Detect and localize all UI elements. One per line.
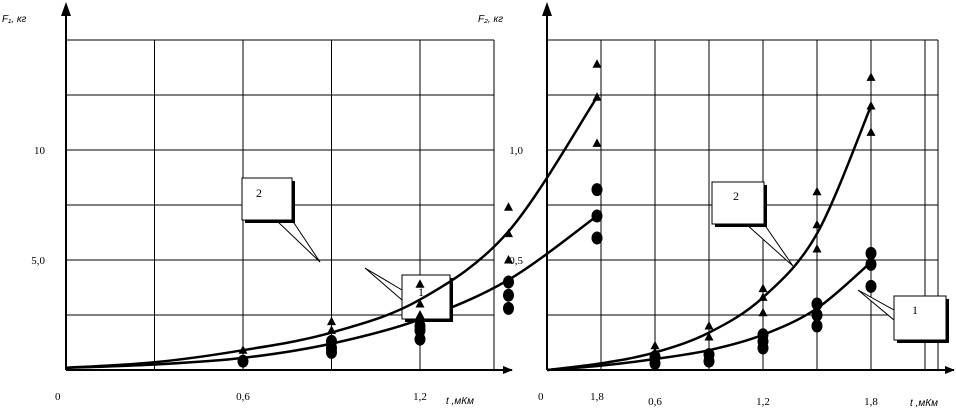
data-point-triangle xyxy=(866,72,876,81)
data-point-circle xyxy=(811,319,823,333)
data-point-triangle xyxy=(650,347,660,356)
data-point-triangle xyxy=(812,219,822,229)
x-tick-label: 0,6 xyxy=(648,396,662,408)
callout-pointer xyxy=(364,267,403,301)
callout-box xyxy=(241,177,293,221)
curve-label: 1 xyxy=(418,285,424,299)
chart-left: F₁, кг t ,мКм 0 0,6 1,2 1,8 5,0 10 1 2 xyxy=(2,2,604,407)
data-point-circle xyxy=(503,301,514,315)
curve-label-callout: 2 xyxy=(711,181,794,267)
data-point-circle xyxy=(503,288,514,302)
y-axis-label: F₂, кг xyxy=(478,14,503,25)
curve-label: 2 xyxy=(256,186,262,200)
data-point-triangle xyxy=(592,92,602,101)
data-point-triangle xyxy=(758,307,768,317)
x-axis-label: t ,мКм xyxy=(446,396,474,407)
data-point-triangle xyxy=(504,255,513,264)
curve-label-callout: 2 xyxy=(241,177,321,263)
data-point-triangle xyxy=(592,138,602,147)
x-tick-label: 1,2 xyxy=(756,396,770,408)
y-tick-label: 5,0 xyxy=(31,255,45,267)
data-point-triangle xyxy=(415,299,425,308)
data-point-triangle xyxy=(592,59,602,68)
y-tick-label: 10 xyxy=(34,145,46,157)
y-tick-label: 1,0 xyxy=(509,145,523,157)
curve-label-callout: 1 xyxy=(364,267,453,322)
data-point-triangle xyxy=(327,316,336,326)
data-point-triangle xyxy=(327,325,336,334)
curve-label: 2 xyxy=(733,189,739,203)
x-axis-label: t ,мКм xyxy=(910,398,938,409)
series-2: 2 xyxy=(546,72,876,372)
data-point-triangle xyxy=(812,244,822,253)
chart-right: F₂, кг t ,мКм 0 0,6 1,2 1,8 0,5 1,0 1 2 xyxy=(478,2,955,409)
x-tick-label: 1,8 xyxy=(864,396,878,408)
x-tick-label: 0,6 xyxy=(236,391,250,403)
data-point-circle xyxy=(503,275,514,289)
data-point-triangle xyxy=(504,202,513,211)
curve-label-callout: 1 xyxy=(857,289,949,343)
series-1: 1 xyxy=(546,246,949,372)
y-axis-label: F₁, кг xyxy=(2,14,27,25)
data-point-triangle xyxy=(704,321,714,330)
data-point-circle xyxy=(757,328,769,342)
y-axis-arrow xyxy=(61,2,71,16)
data-point-triangle xyxy=(504,228,513,238)
curve-label: 1 xyxy=(912,303,918,317)
series-1: 1 xyxy=(65,183,603,370)
data-point-circle xyxy=(811,297,823,311)
data-point-triangle xyxy=(415,279,425,288)
data-point-circle xyxy=(591,183,603,197)
data-point-circle xyxy=(865,279,877,293)
data-point-circle xyxy=(414,319,426,333)
data-point-triangle xyxy=(415,310,425,319)
fit-curve-2 xyxy=(546,105,873,372)
data-point-circle xyxy=(591,209,603,223)
fit-curve-2 xyxy=(65,96,599,370)
data-point-circle xyxy=(326,334,337,348)
data-point-circle xyxy=(865,257,877,271)
data-point-triangle xyxy=(866,101,876,110)
callout-pointer xyxy=(857,289,895,321)
x-tick-label: 1,2 xyxy=(413,391,427,403)
series-2: 2 xyxy=(65,59,602,370)
data-point-circle xyxy=(865,246,877,260)
data-point-triangle xyxy=(812,186,822,196)
origin-label: 0 xyxy=(55,391,61,403)
data-point-triangle xyxy=(238,345,248,354)
callout-pointer xyxy=(275,219,321,263)
origin-label: 0 xyxy=(538,391,544,403)
data-point-triangle xyxy=(758,283,768,293)
callout-box xyxy=(893,295,947,341)
data-point-triangle xyxy=(758,292,768,301)
x-tick-label: 1,8 xyxy=(590,391,604,403)
y-tick-label: 0,5 xyxy=(509,255,523,267)
data-point-triangle xyxy=(866,127,876,136)
data-point-circle xyxy=(703,348,715,362)
callout-pointer xyxy=(745,223,794,267)
data-point-triangle xyxy=(704,332,714,341)
data-point-circle xyxy=(237,354,249,368)
data-point-triangle xyxy=(650,340,660,350)
y-axis-arrow xyxy=(542,2,552,16)
data-point-circle xyxy=(811,308,823,322)
data-point-circle xyxy=(591,231,603,245)
callout-box xyxy=(711,181,765,225)
